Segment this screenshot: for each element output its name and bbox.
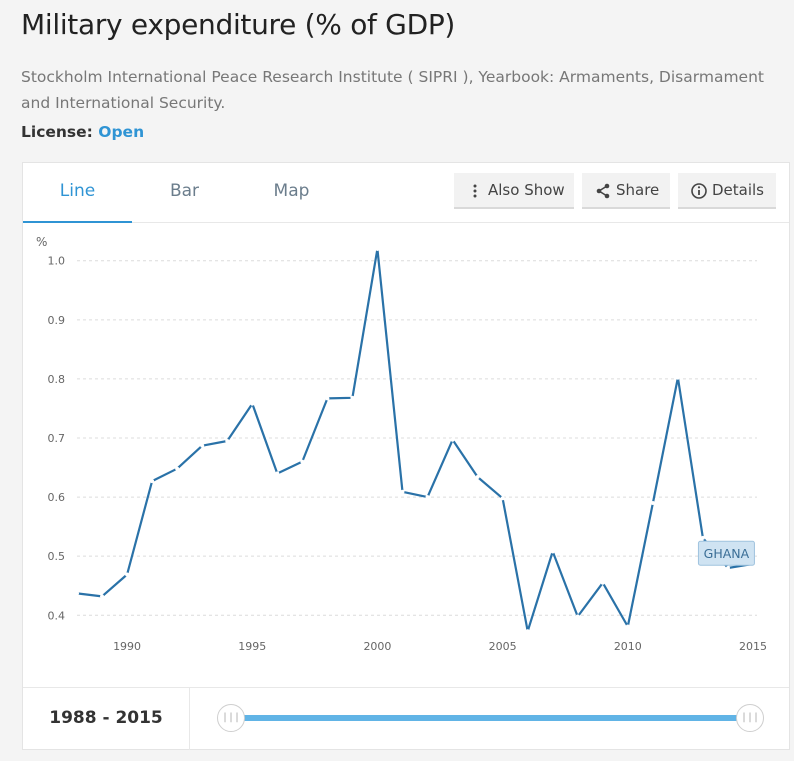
chart-card: Line Bar Map Also Show Share Details % 0.… bbox=[22, 162, 790, 750]
details-button[interactable]: Details bbox=[678, 173, 776, 209]
tab-bar[interactable]: Bar bbox=[169, 181, 200, 201]
data-point bbox=[625, 624, 630, 629]
info-icon bbox=[691, 183, 707, 199]
data-point bbox=[300, 459, 305, 464]
y-tick-label: 0.7 bbox=[48, 432, 66, 445]
data-point bbox=[99, 594, 105, 599]
data-point bbox=[74, 591, 80, 596]
y-tick-label: 0.5 bbox=[48, 550, 66, 563]
data-point bbox=[150, 479, 155, 484]
data-point bbox=[500, 496, 505, 501]
data-point bbox=[125, 572, 130, 577]
data-point bbox=[375, 246, 380, 251]
data-point bbox=[675, 375, 680, 380]
data-point bbox=[225, 438, 230, 444]
tab-line[interactable]: Line bbox=[23, 163, 132, 223]
range-footer: 1988 - 2015 ||| ||| bbox=[23, 687, 789, 750]
data-point bbox=[550, 549, 555, 554]
also-show-button[interactable]: Also Show bbox=[454, 173, 574, 209]
series-label-box bbox=[697, 540, 755, 566]
x-tick-label: 1990 bbox=[113, 640, 141, 653]
data-point bbox=[650, 500, 655, 506]
data-point bbox=[400, 489, 405, 494]
more-vertical-icon bbox=[473, 184, 477, 198]
data-point bbox=[525, 629, 530, 634]
data-point bbox=[725, 565, 731, 571]
data-point bbox=[475, 474, 480, 480]
x-tick-label: 2000 bbox=[363, 640, 391, 653]
chart-area: % 0.4 0.5 0.6 0.7 0.8 0.9 1.0 1990 1995 2000 2005 20… bbox=[23, 223, 789, 687]
data-point bbox=[200, 443, 205, 448]
data-point bbox=[600, 580, 605, 585]
y-tick-label: 0.6 bbox=[48, 491, 66, 504]
x-tick-label: 2005 bbox=[489, 640, 517, 653]
data-point bbox=[575, 614, 580, 619]
data-point bbox=[450, 437, 455, 442]
details-label: Details bbox=[712, 181, 765, 199]
license-link[interactable]: Open bbox=[98, 123, 145, 141]
range-end-handle[interactable]: ||| bbox=[736, 704, 764, 732]
page-title: Military expenditure (% of GDP) bbox=[21, 8, 456, 41]
series-line-ghana bbox=[76, 247, 754, 633]
share-button[interactable]: Share bbox=[582, 173, 670, 209]
data-point bbox=[250, 401, 255, 406]
x-tick-label: 2010 bbox=[614, 640, 642, 653]
line-chart: % 0.4 0.5 0.6 0.7 0.8 0.9 1.0 1990 1995 2000 2005 20… bbox=[36, 235, 767, 653]
share-icon bbox=[596, 183, 610, 199]
x-tick-label: 1995 bbox=[238, 640, 266, 653]
range-slider-track[interactable] bbox=[230, 715, 752, 721]
data-point bbox=[700, 535, 705, 540]
data-point bbox=[275, 471, 280, 476]
share-label: Share bbox=[616, 181, 660, 199]
year-range-label: 1988 - 2015 bbox=[23, 688, 190, 750]
x-tick-label: 2015 bbox=[739, 640, 767, 653]
source-text: Stockholm International Peace Research I… bbox=[21, 68, 764, 112]
y-tick-label: 0.8 bbox=[48, 373, 66, 386]
y-tick-label: 0.4 bbox=[48, 609, 66, 622]
data-point bbox=[175, 466, 180, 471]
data-point bbox=[350, 395, 355, 400]
range-start-handle[interactable]: ||| bbox=[217, 704, 245, 732]
y-tick-label: 1.0 bbox=[48, 255, 66, 268]
data-point bbox=[425, 495, 430, 500]
series-label: GHANA bbox=[704, 546, 750, 561]
also-show-label: Also Show bbox=[488, 181, 565, 199]
license-label: License: bbox=[21, 123, 93, 141]
data-point bbox=[325, 396, 330, 401]
y-axis-label: % bbox=[36, 235, 47, 249]
view-tabs: Line Bar Map Also Show Share Details bbox=[23, 163, 789, 223]
tab-map[interactable]: Map bbox=[273, 181, 310, 201]
y-tick-label: 0.9 bbox=[48, 314, 66, 327]
license: License: Open bbox=[21, 123, 144, 141]
